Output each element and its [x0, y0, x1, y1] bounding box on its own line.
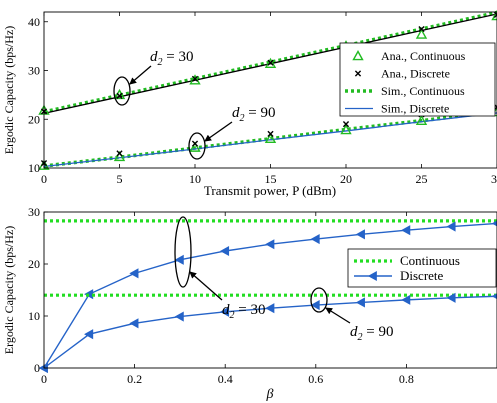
- top-legend-marker-x: [354, 70, 362, 77]
- top-y-axis-label: Ergodic Capacity (bps/Hz): [2, 26, 16, 154]
- bottom-x-tick-label: 0.2: [127, 372, 142, 386]
- top-annotation-d2-30-label: d2 = 30: [150, 49, 193, 68]
- top-point-ana-continuous-d2-90: [340, 124, 352, 135]
- bottom-x-tick-label: 0: [41, 372, 47, 386]
- bottom-legend-label: Discrete: [400, 268, 444, 283]
- bottom-point-discrete-d2-30: [401, 225, 411, 236]
- bottom-arrow-d2-30: [189, 271, 223, 301]
- bottom-point-discrete-d2-90: [174, 311, 184, 322]
- top-annotation-d2-30: d2 = 30: [113, 49, 193, 106]
- top-point-ana-continuous-d2-30: [415, 28, 428, 39]
- bottom-annotation-d2-90-label: d2 = 90: [350, 324, 393, 343]
- top-point-ana-continuous-d2-90: [113, 150, 126, 162]
- top-x-axis-label: Transmit power, P (dBm): [204, 183, 336, 198]
- bottom-y-tick-label: 20: [28, 257, 40, 271]
- top-point-ana-discrete-d2-90: [342, 121, 350, 128]
- top-annotation-d2-90-label: d2 = 90: [232, 105, 275, 124]
- top-y-tick-label: 40: [28, 15, 40, 29]
- top-x-tick-label: 15: [265, 172, 277, 186]
- bottom-point-discrete-d2-90: [401, 294, 411, 305]
- bottom-point-discrete-d2-30: [219, 245, 230, 257]
- bottom-legend-marker-triangle-left: [367, 270, 377, 282]
- top-series-sim-discrete-d2-90: [43, 112, 497, 168]
- bottom-legend-box: [347, 248, 497, 288]
- top-series-sim-continuous-d2-90: [43, 109, 497, 168]
- bottom-point-discrete-d2-90: [219, 306, 230, 317]
- top-legend-label: Ana., Discrete: [381, 67, 450, 81]
- top-ellipse-d2-30: [113, 76, 131, 106]
- bottom-ellipse-d2-90: [310, 287, 328, 313]
- bottom-point-discrete-d2-30: [310, 233, 320, 245]
- top-legend: Ana., Continuous Ana., Discrete Sim., Cont…: [339, 42, 496, 117]
- bottom-y-tick-label: 30: [28, 205, 40, 219]
- bottom-y-tick-label: 10: [28, 309, 40, 323]
- bottom-x-tick-label: 0.8: [399, 372, 414, 386]
- bottom-ellipse-d2-30: [174, 216, 192, 288]
- top-x-tick-label: 5: [117, 172, 123, 186]
- bottom-x-axis-label: β: [266, 387, 274, 402]
- top-point-ana-continuous-d2-30: [189, 74, 201, 85]
- top-arrow-d2-90: [204, 121, 233, 142]
- bottom-point-discrete-d2-90: [84, 329, 94, 340]
- bottom-point-discrete-d2-30: [355, 229, 365, 240]
- top-ellipse-d2-90: [188, 132, 206, 160]
- top-ticks: 0 5 10 15 20 25 30 10 20 30 40: [28, 12, 497, 186]
- top-point-ana-discrete-d2-30: [191, 75, 199, 82]
- top-y-tick-label: 30: [28, 64, 40, 78]
- bottom-annotation-d2-30-label: d2 = 30: [222, 302, 265, 321]
- bottom-ticks: 0 0.2 0.4 0.6 0.8 0 10 20 30: [28, 205, 414, 386]
- bottom-series-layer: [38, 219, 497, 374]
- bottom-point-discrete-d2-90: [310, 300, 320, 311]
- bottom-point-discrete-d2-90: [355, 297, 365, 308]
- top-point-ana-discrete-d2-30: [418, 25, 425, 33]
- bottom-y-tick-label: 0: [34, 361, 40, 375]
- bottom-point-discrete-d2-30: [174, 254, 184, 265]
- bottom-annotation-d2-30: d2 = 30: [174, 216, 265, 321]
- top-point-ana-continuous-d2-90: [415, 114, 428, 126]
- bottom-point-discrete-d2-90: [129, 318, 139, 329]
- top-point-ana-discrete-d2-30: [267, 59, 274, 66]
- top-arrow-d2-30: [129, 65, 152, 85]
- top-legend-marker-triangle: [352, 50, 364, 61]
- bottom-x-tick-label: 0.6: [308, 372, 323, 386]
- top-legend-box: [339, 42, 496, 117]
- top-plot: d2 = 30 d2 = 90 Ana., Continuous Ana., Di…: [2, 9, 497, 198]
- bottom-arrow-d2-90: [325, 307, 351, 324]
- top-point-ana-discrete-d2-30: [116, 92, 123, 99]
- top-legend-label: Sim., Continuous: [381, 84, 465, 98]
- top-series-layer: [38, 9, 497, 170]
- top-y-tick-label: 20: [28, 112, 40, 126]
- bottom-point-discrete-d2-30: [129, 268, 139, 279]
- top-point-ana-continuous-d2-30: [264, 57, 277, 68]
- top-legend-label: Sim., Discrete: [381, 102, 449, 116]
- bottom-point-discrete-d2-90: [491, 293, 497, 300]
- top-x-tick-label: 30: [491, 172, 497, 186]
- bottom-x-tick-label: 0.4: [218, 372, 233, 386]
- bottom-point-discrete-d2-90: [446, 292, 456, 303]
- top-point-ana-discrete-d2-90: [116, 150, 123, 157]
- top-x-tick-label: 0: [41, 172, 47, 186]
- bottom-point-discrete-d2-90: [265, 303, 275, 314]
- top-y-tick-label: 10: [28, 161, 40, 175]
- bottom-point-discrete-d2-30: [265, 239, 275, 250]
- top-point-ana-discrete-d2-90: [267, 130, 274, 137]
- top-annotation-d2-90: d2 = 90: [188, 105, 275, 160]
- top-point-ana-continuous-d2-30: [491, 9, 497, 21]
- top-x-tick-label: 20: [340, 172, 352, 186]
- top-x-tick-label: 10: [189, 172, 201, 186]
- top-x-tick-label: 25: [416, 172, 428, 186]
- top-point-ana-discrete-d2-30: [493, 11, 497, 19]
- bottom-plot-frame: [43, 211, 497, 369]
- top-point-ana-discrete-d2-90: [191, 140, 199, 147]
- bottom-point-discrete-d2-30: [446, 221, 456, 232]
- top-point-ana-continuous-d2-90: [264, 132, 277, 144]
- top-point-ana-continuous-d2-90: [189, 141, 201, 152]
- bottom-legend-label: Continuous: [400, 253, 460, 268]
- top-legend-label: Ana., Continuous: [381, 49, 466, 63]
- bottom-y-axis-label: Ergodic Capacity (bps/Hz): [2, 226, 16, 354]
